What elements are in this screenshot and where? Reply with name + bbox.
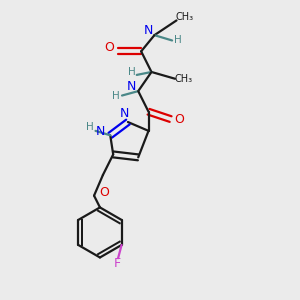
Text: N: N [120,107,129,120]
Text: O: O [174,112,184,126]
Text: CH₃: CH₃ [174,74,192,84]
Text: H: H [128,67,135,77]
Text: CH₃: CH₃ [176,12,194,22]
Text: N: N [143,24,153,37]
Text: H: H [112,91,119,100]
Text: H: H [86,122,94,132]
Text: N: N [127,80,136,93]
Text: H: H [173,35,181,46]
Text: N: N [96,125,106,138]
Text: F: F [114,257,121,270]
Text: O: O [104,41,114,54]
Text: O: O [99,186,109,199]
